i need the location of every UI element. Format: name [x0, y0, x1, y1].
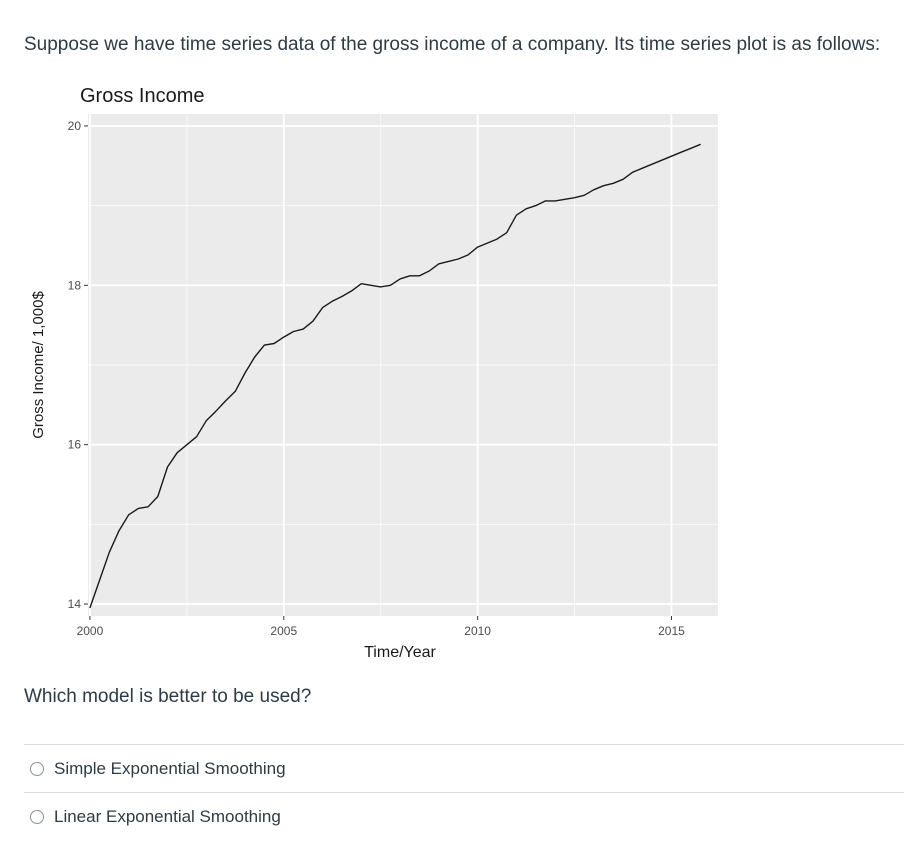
- x-tick-label: 2000: [77, 624, 104, 638]
- answer-options: Simple Exponential Smoothing Linear Expo…: [24, 744, 904, 840]
- radio-button[interactable]: [30, 761, 44, 776]
- gross-income-chart: 2000 2005 2010 2015 14 16 18 20 Gross Income Time…: [20, 78, 720, 668]
- y-tick-label: 14: [68, 597, 82, 611]
- answer-option-label: Linear Exponential Smoothing: [54, 806, 281, 826]
- answer-option-simple[interactable]: Simple Exponential Smoothing: [24, 744, 904, 792]
- radio-button[interactable]: [30, 809, 44, 824]
- x-tick-label: 2005: [270, 624, 297, 638]
- chart-title: Gross Income: [80, 85, 204, 107]
- y-tick-label: 18: [68, 278, 82, 292]
- y-axis-label: Gross Income/ 1,000$: [30, 291, 47, 439]
- question-intro-text: Suppose we have time series data of the …: [24, 34, 881, 55]
- chart-svg: 2000 2005 2010 2015 14 16 18 20 Gross Income Time…: [30, 85, 718, 661]
- answer-option-linear[interactable]: Linear Exponential Smoothing: [24, 792, 904, 840]
- x-axis-label: Time/Year: [364, 644, 436, 661]
- y-tick-label: 16: [68, 438, 82, 452]
- x-tick-label: 2010: [464, 624, 491, 638]
- series-line: [89, 143, 701, 609]
- x-tick-label: 2015: [658, 624, 685, 638]
- question-prompt-text: Which model is better to be used?: [24, 686, 312, 707]
- y-tick-label: 20: [68, 119, 82, 133]
- answer-option-label: Simple Exponential Smoothing: [54, 758, 286, 778]
